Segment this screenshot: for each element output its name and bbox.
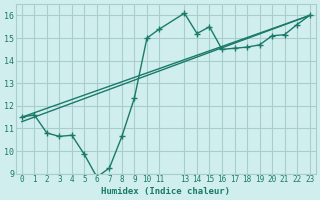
X-axis label: Humidex (Indice chaleur): Humidex (Indice chaleur): [101, 187, 230, 196]
